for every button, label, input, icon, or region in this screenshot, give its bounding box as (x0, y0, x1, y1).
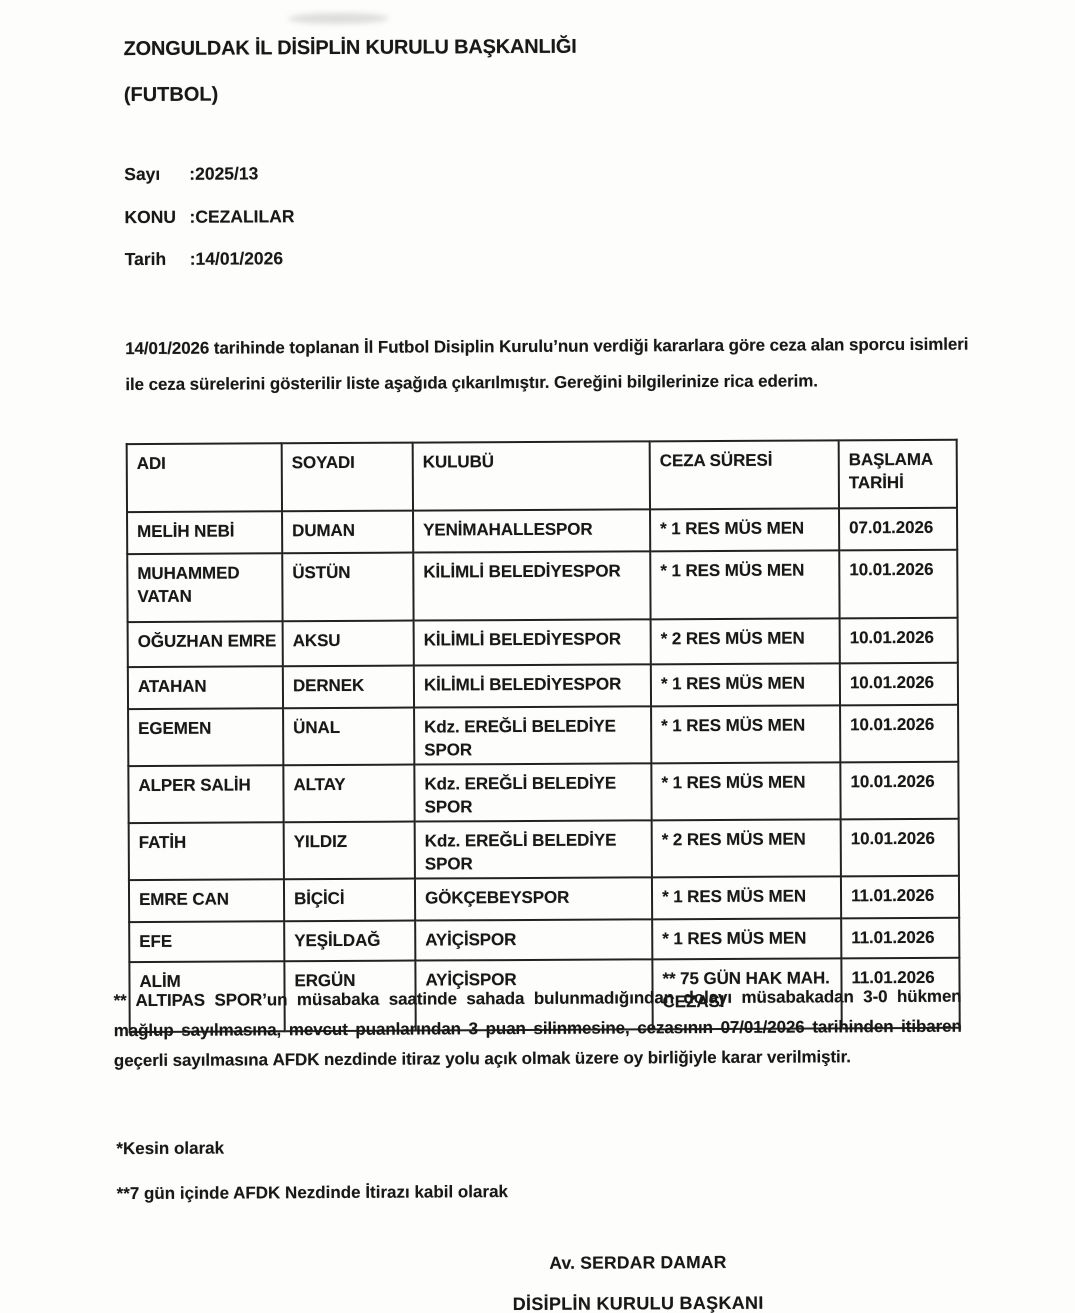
table-cell: 10.01.2026 (839, 662, 959, 706)
table-cell: YEŞİLDAĞ (284, 920, 416, 962)
table-cell: * 1 RES MÜS MEN (651, 762, 841, 821)
table-cell: Kdz. EREĞLİ BELEDİYE SPOR (414, 820, 652, 879)
table-header-cell: ADI (126, 443, 283, 513)
table-cell: DERNEK (282, 665, 415, 709)
table-cell: * 2 RES MÜS MEN (650, 618, 840, 665)
table-cell: ÜNAL (283, 707, 415, 766)
meta-row-sayi: Sayı :2025/13 (124, 163, 258, 185)
meta-row-konu: KONU :CEZALILAR (124, 206, 294, 228)
table-cell: * 1 RES MÜS MEN (650, 508, 840, 552)
meta-label: Sayı (124, 163, 161, 185)
table-cell: * 1 RES MÜS MEN (650, 663, 841, 707)
table-cell: KİLİMLİ BELEDİYESPOR (413, 551, 651, 621)
table-cell: YILDIZ (283, 821, 415, 880)
meta-row-tarih: Tarih :14/01/2026 (125, 248, 284, 270)
scan-artifact-smudge (288, 12, 389, 25)
signature-block: Av. SERDAR DAMAR DİSİPLİN KURULU BAŞKANI (398, 1251, 878, 1313)
table-cell: ÜSTÜN (282, 552, 414, 622)
page-subtitle: (FUTBOL) (123, 83, 219, 107)
table-cell: DUMAN (282, 510, 414, 554)
footnote-kesin: *Kesin olarak (116, 1138, 225, 1159)
table-row: EMRE CAN BİÇİCİ GÖKÇEBEYSPOR * 1 RES MÜS… (128, 875, 960, 923)
table-cell: 10.01.2026 (840, 704, 959, 763)
page-title: ZONGULDAK İL DİSİPLİN KURULU BAŞKANLIĞI (123, 35, 577, 61)
table-cell: 07.01.2026 (839, 507, 958, 551)
penalties-table: ADI SOYADI KULUBÜ CEZA SÜRESİ BAŞLAMA TA… (126, 439, 961, 1033)
meta-value: :14/01/2026 (189, 248, 284, 269)
table-row: FATİH YILDIZ Kdz. EREĞLİ BELEDİYE SPOR *… (128, 818, 959, 881)
table-cell: AYİÇİSPOR (415, 919, 653, 961)
table-row: MUHAMMED VATAN ÜSTÜN KİLİMLİ BELEDİYESPO… (127, 549, 958, 623)
decision-note-text: oy birliğiyle karar verilmiştir. (618, 1047, 851, 1068)
meta-label: Tarih (124, 248, 167, 270)
table-cell: ALTAY (283, 764, 415, 823)
table-cell: BİÇİCİ (283, 878, 416, 922)
table-header-cell: CEZA SÜRESİ (649, 440, 840, 510)
table-header-cell: SOYADI (281, 442, 414, 512)
table-cell: EMRE CAN (128, 879, 285, 923)
table-cell: Kdz. EREĞLİ BELEDİYE SPOR (414, 763, 652, 822)
table-cell: GÖKÇEBEYSPOR (414, 877, 653, 921)
table-cell: 10.01.2026 (839, 549, 958, 619)
table-cell: EFE (129, 921, 285, 963)
table-cell: Kdz. EREĞLİ BELEDİYE SPOR (414, 706, 652, 765)
table-cell: OĞUZHAN EMRE (127, 621, 283, 668)
table-row: OĞUZHAN EMRE AKSU KİLİMLİ BELEDİYESPOR *… (127, 617, 958, 668)
table-cell: ALPER SALİH (128, 765, 284, 824)
decision-note-bold-mid: AFDK nezdinde itiraz yolu açık olmak üze… (272, 1048, 619, 1070)
table-cell: ATAHAN (127, 666, 284, 710)
table-cell: 10.01.2026 (840, 818, 959, 877)
table-row: ALPER SALİH ALTAY Kdz. EREĞLİ BELEDİYE S… (128, 761, 959, 824)
decision-note-bold-lead: ** ALTIPAS SPOR’un (113, 990, 288, 1011)
table-cell: AKSU (282, 620, 414, 667)
meta-label: KONU (124, 206, 177, 228)
table-cell: * 1 RES MÜS MEN (652, 918, 842, 960)
table-cell: MELİH NEBİ (127, 511, 283, 555)
table-cell: * 2 RES MÜS MEN (651, 819, 841, 878)
table-cell: 10.01.2026 (840, 761, 959, 820)
table-cell: 11.01.2026 (841, 917, 960, 959)
table-header-cell: KULUBÜ (412, 441, 651, 511)
table-cell: MUHAMMED VATAN (127, 553, 283, 623)
table-cell: KİLİMLİ BELEDİYESPOR (413, 664, 652, 708)
table-cell: YENİMAHALLESPOR (413, 509, 651, 553)
table-cell: KİLİMLİ BELEDİYESPOR (413, 619, 651, 666)
signature-title: DİSİPLİN KURULU BAŞKANI (512, 1292, 764, 1313)
footnote-itiraz: **7 gün içinde AFDK Nezdinde İtirazı kab… (116, 1182, 509, 1204)
table-row: ATAHAN DERNEK KİLİMLİ BELEDİYESPOR * 1 R… (127, 662, 959, 710)
table-cell: FATİH (128, 822, 284, 881)
table-row: MELİH NEBİ DUMAN YENİMAHALLESPOR * 1 RES… (127, 507, 958, 555)
table-header-cell: BAŞLAMA TARİHİ (838, 439, 958, 509)
decision-note: ** ALTIPAS SPOR’un müsabaka saatinde sah… (113, 982, 962, 1076)
table-row: EFE YEŞİLDAĞ AYİÇİSPOR * 1 RES MÜS MEN 1… (129, 917, 960, 963)
table-cell: EGEMEN (128, 708, 284, 767)
signature-name: Av. SERDAR DAMAR (549, 1251, 727, 1273)
table-cell: 10.01.2026 (839, 617, 958, 664)
table-header-row: ADI SOYADI KULUBÜ CEZA SÜRESİ BAŞLAMA TA… (126, 439, 958, 513)
table-row: EGEMEN ÜNAL Kdz. EREĞLİ BELEDİYE SPOR * … (128, 704, 959, 767)
meta-value: :CEZALILAR (189, 206, 295, 227)
table-cell: * 1 RES MÜS MEN (650, 550, 840, 620)
table-cell: * 1 RES MÜS MEN (651, 705, 841, 764)
intro-paragraph: 14/01/2026 tarihinde toplanan İl Futbol … (125, 334, 969, 395)
table-cell: 11.01.2026 (840, 875, 960, 919)
table-cell: * 1 RES MÜS MEN (651, 876, 842, 920)
meta-value: :2025/13 (189, 163, 259, 184)
